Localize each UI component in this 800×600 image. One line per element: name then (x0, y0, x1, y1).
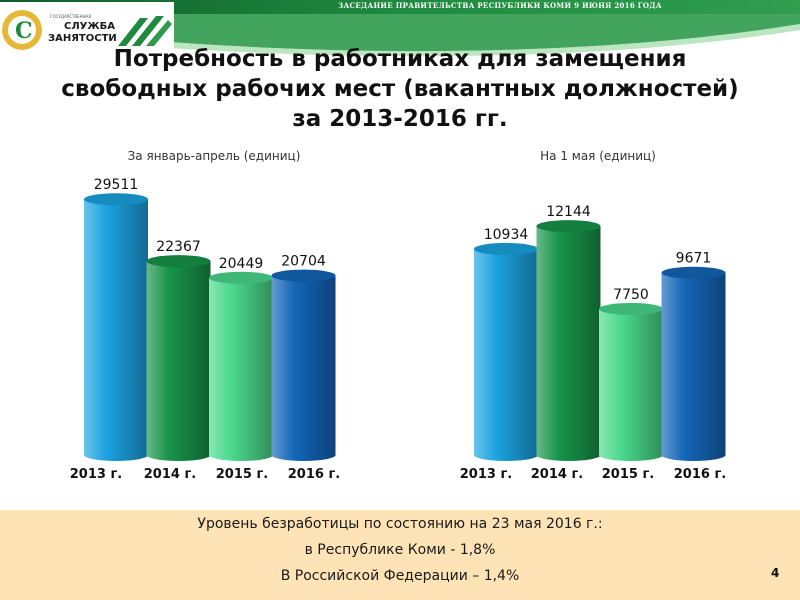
footer-line-1: Уровень безработицы по состоянию на 23 м… (197, 516, 603, 532)
bar-may-1-3 (661, 266, 726, 461)
page-title-line: свободных рабочих мест (вакантных должно… (61, 76, 739, 102)
data-label-may-1-1: 12144 (546, 204, 591, 220)
category-label-jan-apr-3: 2016 г. (288, 467, 340, 482)
data-label-jan-apr-2: 20449 (219, 256, 264, 272)
category-label-may-1-1: 2014 г. (531, 467, 583, 482)
bar-may-1-1 (536, 220, 601, 461)
category-label-jan-apr-2: 2015 г. (216, 467, 268, 482)
data-label-jan-apr-0: 29511 (94, 177, 139, 193)
category-label-may-1-2: 2015 г. (602, 467, 654, 482)
bar-jan-apr-3 (271, 269, 336, 461)
header-bar: ЗАСЕДАНИЕ ПРАВИТЕЛЬСТВА РЕСПУБЛИКИ КОМИ … (0, 0, 800, 14)
data-label-jan-apr-3: 20704 (281, 254, 326, 270)
footer-line-3: В Российской Федерации – 1,4% (280, 568, 520, 584)
category-label-may-1-3: 2016 г. (674, 467, 726, 482)
logo-emblem-icon: С (2, 10, 172, 50)
page-title: Потребность в работниках для замещения с… (0, 44, 800, 134)
bar-jan-apr-2 (209, 271, 273, 461)
data-label-jan-apr-1: 22367 (156, 239, 201, 255)
chart-title: На 1 мая (единиц) (540, 149, 656, 163)
category-label-jan-apr-1: 2014 г. (144, 467, 196, 482)
header-banner-text: ЗАСЕДАНИЕ ПРАВИТЕЛЬСТВА РЕСПУБЛИКИ КОМИ … (338, 1, 662, 10)
category-label-jan-apr-0: 2013 г. (70, 467, 122, 482)
page-title-line: за 2013-2016 гг. (292, 106, 508, 132)
bar-jan-apr-0 (84, 193, 148, 461)
logo-text-line2: ЗАНЯТОСТИ (48, 33, 117, 44)
category-label-may-1-0: 2013 г. (460, 467, 512, 482)
unemployment-footer: Уровень безработицы по состоянию на 23 м… (0, 510, 800, 600)
data-label-may-1-2: 7750 (613, 287, 649, 303)
header-wave-decoration (0, 14, 800, 57)
page-title-line: Потребность в работниках для замещения (113, 46, 687, 72)
data-label-may-1-3: 9671 (676, 251, 712, 267)
data-label-may-1-0: 10934 (484, 227, 529, 243)
bar-may-1-2 (599, 302, 663, 461)
logo-small-text: ГОСУДАРСТВЕННАЯ (50, 14, 92, 19)
bar-may-1-0 (474, 242, 538, 461)
page-number: 4 (771, 566, 780, 580)
footer-line-2: в Республике Коми - 1,8% (304, 542, 496, 558)
logo-text-line1: СЛУЖБА (64, 21, 115, 32)
bar-jan-apr-1 (146, 255, 211, 461)
employment-service-logo: С ГОСУДАРСТВЕННАЯ СЛУЖБА ЗАНЯТОСТИ (0, 2, 174, 58)
svg-text:С: С (15, 18, 33, 44)
chart-title: За январь-апрель (единиц) (128, 149, 301, 163)
